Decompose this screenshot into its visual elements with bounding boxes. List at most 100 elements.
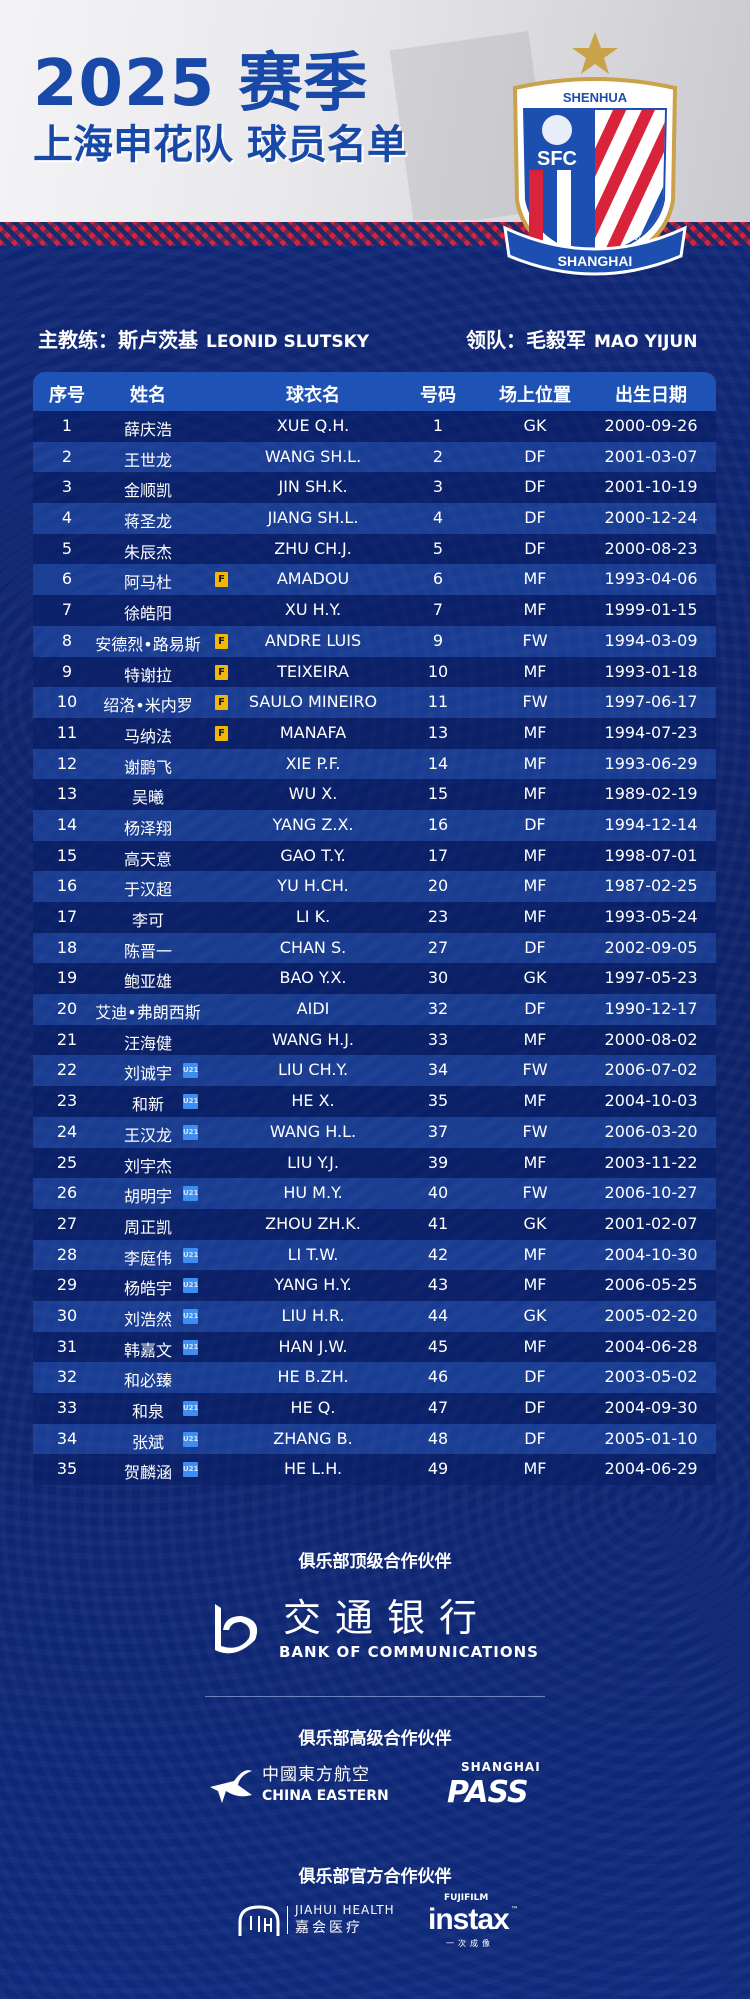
team-leader-label: 领队：毛毅军 <box>466 328 586 352</box>
shirt-number: 17 <box>427 845 449 865</box>
shirt-number: 1 <box>432 416 444 435</box>
row-number: 24 <box>56 1121 78 1141</box>
table-row: 22 刘诚宇 LIU CH.Y. 34 FW 2006-07-02 U21 <box>33 1055 716 1087</box>
shirt-number: 33 <box>427 1029 449 1049</box>
player-name: 李庭伟 <box>123 1248 173 1268</box>
foreign-player-badge: F <box>215 725 228 741</box>
row-number: 6 <box>61 569 73 589</box>
player-name: 金顺凯 <box>123 481 173 501</box>
shirt-number: 14 <box>427 753 449 773</box>
player-name: 汪海健 <box>123 1033 173 1053</box>
player-name: 高天意 <box>123 849 173 869</box>
position: FW <box>522 692 548 712</box>
table-row: 31 韩嘉文 HAN J.W. 45 MF 2004-06-28 U21 <box>33 1331 716 1363</box>
shirt-name: ZHOU ZH.K. <box>265 1213 361 1233</box>
row-number: 21 <box>56 1029 78 1049</box>
crest-top-text: SHENHUA <box>563 90 628 105</box>
shirt-number: 45 <box>427 1336 449 1356</box>
birthdate: 2004-06-29 <box>604 1459 698 1479</box>
table-row: 15 高天意 GAO T.Y. 17 MF 1998-07-01 <box>33 840 716 872</box>
table-row: 7 徐皓阳 XU H.Y. 7 MF 1999-01-15 <box>33 595 716 626</box>
u21-badge: U21 <box>183 1278 198 1294</box>
foreign-player-badge: F <box>215 695 228 711</box>
china-eastern-en: CHINA EASTERN <box>262 1788 389 1804</box>
col-header-name: 姓名 <box>130 385 166 406</box>
page-title: 2025 赛季 <box>33 47 369 121</box>
player-name: 和新 <box>131 1095 165 1115</box>
team-leader-en: MAO YIJUN <box>594 332 698 352</box>
shirt-number: 44 <box>427 1305 449 1325</box>
shirt-name: XIE P.F. <box>285 753 341 773</box>
shirt-number: 43 <box>427 1275 449 1295</box>
shirt-number: 16 <box>427 814 449 834</box>
head-coach-label: 主教练：斯卢茨基 <box>38 328 198 352</box>
birthdate: 2000-09-26 <box>604 416 698 435</box>
shirt-name: HAN J.W. <box>278 1336 348 1356</box>
row-number: 22 <box>56 1060 78 1080</box>
shirt-name: ANDRE LUIS <box>264 630 362 650</box>
row-number: 15 <box>56 845 78 865</box>
position: MF <box>523 569 547 589</box>
birthdate: 2004-06-28 <box>604 1336 698 1356</box>
position: GK <box>523 416 547 435</box>
table-row: 30 刘浩然 LIU H.R. 44 GK 2005-02-20 U21 <box>33 1300 716 1332</box>
u21-badge: U21 <box>183 1401 198 1416</box>
player-name: 和泉 <box>131 1402 165 1421</box>
birthdate: 1993-06-29 <box>604 753 698 773</box>
row-number: 31 <box>56 1336 78 1356</box>
position: DF <box>524 999 546 1019</box>
table-row: 5 朱辰杰 ZHU CH.J. 5 DF 2000-08-23 <box>33 533 716 565</box>
shirt-name: HE X. <box>291 1091 335 1111</box>
row-number: 9 <box>61 661 73 681</box>
position: DF <box>524 814 546 834</box>
position: DF <box>524 538 546 558</box>
position: DF <box>524 937 546 957</box>
player-name: 阿马杜 <box>123 573 173 593</box>
shirt-name: LIU H.R. <box>281 1305 345 1325</box>
table-row: 1 薛庆浩 XUE Q.H. 1 GK 2000-09-26 <box>33 411 716 442</box>
shirt-name: LIU Y.J. <box>287 1152 339 1172</box>
position: DF <box>524 446 546 466</box>
birthdate: 2001-02-07 <box>604 1213 698 1233</box>
foreign-player-badge: F <box>215 572 228 588</box>
foreign-player-badge: F <box>215 664 228 680</box>
birthdate: 2000-08-02 <box>604 1029 698 1049</box>
row-number: 29 <box>56 1275 78 1295</box>
instax-trademark: ™ <box>510 1905 519 1914</box>
row-number: 5 <box>61 538 73 558</box>
table-row: 14 杨泽翔 YANG Z.X. 16 DF 1994-12-14 <box>33 809 716 841</box>
shirt-name: GAO T.Y. <box>280 845 346 865</box>
table-row: 6 阿马杜 AMADOU 6 MF 1993-04-06 F <box>33 564 716 596</box>
shirt-name: YU H.CH. <box>277 876 349 896</box>
row-number: 1 <box>61 416 73 435</box>
star-icon <box>572 32 618 74</box>
u21-badge: U21 <box>183 1431 198 1447</box>
position: FW <box>522 1183 548 1203</box>
row-number: 19 <box>56 968 78 988</box>
shirt-number: 39 <box>427 1152 449 1172</box>
jiahui-health-logo: JIAHUI HEALTH 嘉会医疗 <box>237 1900 417 1945</box>
shirt-number: 4 <box>432 508 444 528</box>
shirt-number: 32 <box>427 999 449 1019</box>
birthdate: 1990-12-17 <box>604 999 698 1019</box>
birthdate: 1993-04-06 <box>604 569 698 589</box>
swallow-icon <box>210 1770 252 1803</box>
shirt-number: 6 <box>432 569 444 589</box>
u21-badge: U21 <box>183 1063 198 1079</box>
shirt-name: XU H.Y. <box>284 600 342 620</box>
head-coach-en: LEONID SLUTSKY <box>206 332 370 352</box>
position: GK <box>523 1213 547 1233</box>
position: MF <box>523 1275 547 1295</box>
shirt-name: ZHANG B. <box>273 1428 353 1448</box>
jiahui-icon <box>238 1905 280 1936</box>
table-row: 34 张斌 ZHANG B. 48 DF 2005-01-10 U21 <box>33 1423 716 1455</box>
table-row: 12 谢鹏飞 XIE P.F. 14 MF 1993-06-29 <box>33 748 716 780</box>
table-row: 28 李庭伟 LI T.W. 42 MF 2004-10-30 U21 <box>33 1239 716 1271</box>
ghost-shirt-graphic <box>389 31 554 220</box>
fujifilm-text: FUJIFILM <box>444 1893 489 1903</box>
club-crest-logo: SHENHUA SFC SINCE 1993 SHANGHAI <box>503 32 687 276</box>
position: MF <box>523 1336 547 1356</box>
player-name: 王汉龙 <box>123 1125 173 1145</box>
col-header-birthdate: 出生日期 <box>615 385 687 406</box>
shirt-number: 47 <box>427 1398 449 1417</box>
